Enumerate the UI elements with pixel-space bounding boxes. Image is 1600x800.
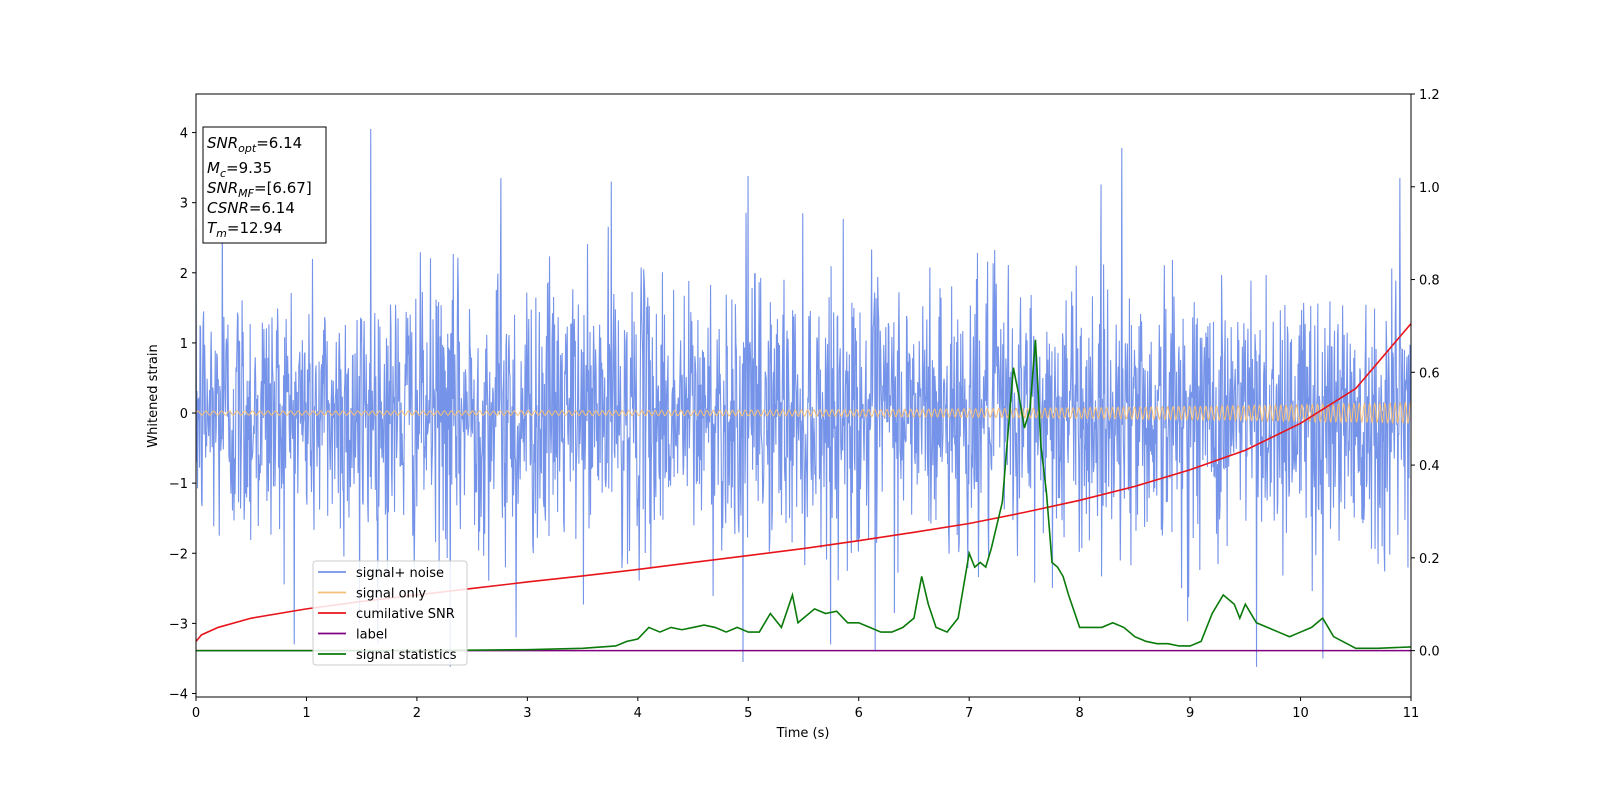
annotation-line: Tm=12.94 bbox=[207, 219, 282, 240]
annotation-symbol: T bbox=[207, 219, 218, 237]
annotation-subscript: c bbox=[220, 167, 226, 180]
y-tick-label: 4 bbox=[180, 127, 188, 142]
series-cumilative-snr-line bbox=[196, 323, 1411, 642]
x-tick-label: 0 bbox=[192, 706, 200, 721]
y2-tick-label: 0.6 bbox=[1419, 366, 1440, 381]
annotation-symbol: M bbox=[207, 159, 220, 177]
annotation-value: =6.14 bbox=[249, 199, 295, 217]
y-axis-left: −4 −3 −2 −1 0 1 2 3 4 bbox=[169, 127, 196, 702]
y2-tick-label: 0.8 bbox=[1419, 274, 1440, 289]
series-signal-statistics-line bbox=[196, 339, 1411, 652]
x-tick-label: 7 bbox=[965, 706, 973, 721]
annotation-value: =9.35 bbox=[226, 159, 272, 177]
x-tick-label: 6 bbox=[855, 706, 863, 721]
series-signal-only-line bbox=[196, 400, 1411, 425]
y-axis-right: 0.0 0.2 0.4 0.6 0.8 1.0 1.2 bbox=[1411, 88, 1440, 660]
annotation-value: =12.94 bbox=[227, 219, 283, 237]
y-tick-label: −1 bbox=[169, 477, 188, 492]
annotation-line: SNRopt=6.14 bbox=[207, 134, 302, 155]
y-tick-label: −3 bbox=[169, 617, 188, 632]
annotation-subscript: opt bbox=[238, 142, 257, 155]
x-tick-label: 4 bbox=[634, 706, 642, 721]
series-signal-noise-line bbox=[196, 129, 1411, 667]
y2-tick-label: 0.4 bbox=[1419, 459, 1440, 474]
annotation-value: =6.14 bbox=[256, 134, 302, 152]
y-tick-label: 2 bbox=[180, 267, 188, 282]
axes-frame bbox=[195, 93, 1412, 698]
y2-tick-label: 1.2 bbox=[1419, 88, 1440, 103]
x-tick-label: 5 bbox=[744, 706, 752, 721]
y-tick-label: 3 bbox=[180, 197, 188, 212]
legend-label: signal only bbox=[356, 587, 426, 602]
annotation-subscript: MF bbox=[238, 187, 254, 200]
x-axis-label: Time (s) bbox=[776, 726, 830, 741]
x-tick-label: 11 bbox=[1403, 706, 1420, 721]
annotation-box-frame bbox=[202, 126, 327, 244]
x-axis: 0 1 2 3 4 5 6 7 8 9 10 11 bbox=[192, 697, 1419, 721]
x-tick-label: 3 bbox=[523, 706, 531, 721]
x-tick-label: 9 bbox=[1186, 706, 1194, 721]
y-tick-label: −4 bbox=[169, 687, 188, 702]
annotation-line: Mc=9.35 bbox=[207, 159, 272, 180]
x-tick-label: 10 bbox=[1292, 706, 1309, 721]
x-tick-label: 8 bbox=[1075, 706, 1083, 721]
y-tick-label: 1 bbox=[180, 337, 188, 352]
annotation-symbol: SNR bbox=[207, 134, 238, 152]
y-tick-label: 0 bbox=[180, 407, 188, 422]
y2-tick-label: 0.0 bbox=[1419, 645, 1440, 660]
annotation-box: SNRopt=6.14Mc=9.35SNRMF=[6.67]CSNR=6.14T… bbox=[202, 126, 327, 244]
x-tick-label: 2 bbox=[413, 706, 421, 721]
legend-label: label bbox=[356, 628, 387, 643]
annotation-line: CSNR=6.14 bbox=[207, 199, 295, 217]
y-tick-label: −2 bbox=[169, 547, 188, 562]
legend-label: signal statistics bbox=[356, 648, 457, 663]
x-tick-label: 1 bbox=[302, 706, 310, 721]
y-axis-label: Whitened strain bbox=[146, 344, 161, 447]
legend-frame bbox=[312, 560, 468, 666]
annotation-symbol: CSNR bbox=[207, 199, 249, 217]
y2-tick-label: 0.2 bbox=[1419, 552, 1440, 567]
y2-tick-label: 1.0 bbox=[1419, 181, 1440, 196]
legend: signal+ noise signal only cumilative SNR la… bbox=[312, 560, 468, 666]
annotation-line: SNRMF=[6.67] bbox=[207, 179, 312, 200]
legend-label: signal+ noise bbox=[356, 566, 444, 581]
legend-label: cumilative SNR bbox=[356, 607, 455, 622]
annotation-symbol: SNR bbox=[207, 179, 238, 197]
annotation-subscript: m bbox=[216, 227, 227, 240]
annotation-value: =[6.67] bbox=[254, 179, 312, 197]
